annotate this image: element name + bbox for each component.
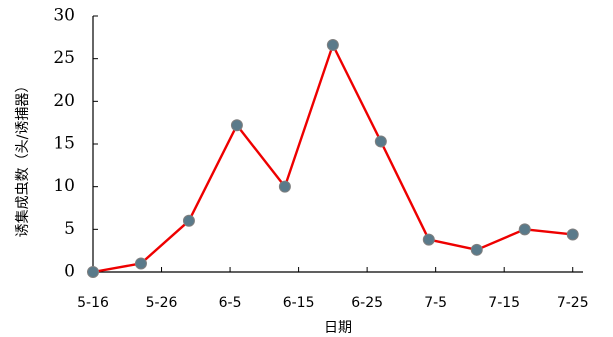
y-axis-title: 诱集成虫数（头/诱捕器）: [14, 79, 31, 238]
x-tick-label: 6-5: [219, 295, 242, 311]
y-tick-label: 20: [53, 91, 75, 111]
y-tick-label: 15: [53, 134, 75, 154]
data-point: [278, 180, 291, 193]
data-point: [134, 257, 147, 270]
x-axis-title: 日期: [324, 320, 352, 336]
data-point: [566, 228, 579, 241]
x-tick-label: 6-15: [283, 295, 315, 311]
x-tick-label: 5-26: [146, 295, 178, 311]
y-tick-label: 0: [64, 262, 75, 282]
y-tick-label: 30: [53, 6, 75, 26]
x-ticks: 5-16 5-26 6-5 6-15 6-25 7-5 7-15 7-25: [77, 267, 589, 311]
y-ticks: 0 5 10 15 20 25 30: [53, 6, 98, 282]
x-tick-label: 7-5: [424, 295, 447, 311]
data-point: [87, 266, 99, 278]
series-line: [92, 43, 573, 274]
x-tick-label: 5-16: [77, 295, 109, 311]
y-tick-label: 5: [64, 219, 75, 239]
y-tick-label: 10: [53, 176, 75, 196]
data-point: [230, 119, 243, 132]
x-tick-label: 7-15: [488, 295, 520, 311]
data-point: [326, 39, 339, 52]
series-group: [87, 39, 579, 278]
x-tick-label: 7-25: [557, 295, 589, 311]
data-point: [470, 243, 483, 256]
x-tick-label: 6-25: [351, 295, 383, 311]
data-point: [182, 214, 195, 227]
y-tick-label: 25: [53, 48, 75, 68]
data-point: [422, 233, 435, 246]
data-point: [518, 223, 531, 236]
data-point: [374, 135, 387, 148]
